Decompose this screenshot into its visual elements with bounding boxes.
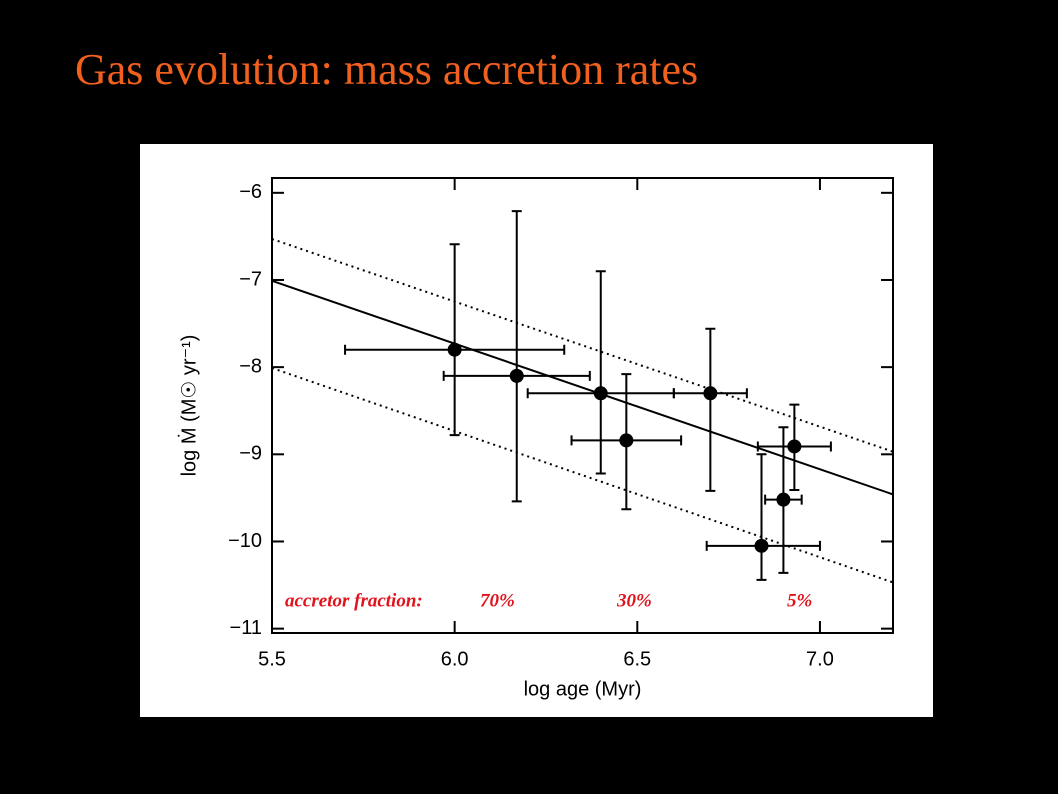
fit-line — [272, 279, 893, 496]
chart: 5.5 6.0 6.5 7.0 −6 −7 −8 −9 −10 −11 log age (Myr) l… — [140, 144, 933, 717]
slide-title: Gas evolution: mass accretion rates — [75, 45, 699, 94]
data-point — [447, 342, 462, 357]
y-error-bar — [449, 243, 460, 437]
annotation: 5% — [787, 590, 812, 611]
plot-frame — [271, 177, 894, 634]
x-tick-label: 6.0 — [441, 648, 469, 670]
x-tick-label: 5.5 — [258, 648, 286, 670]
data-point — [593, 386, 608, 401]
data-point — [619, 433, 634, 448]
y-tick-label: −9 — [239, 443, 262, 465]
data-point — [776, 492, 791, 507]
annotation: 70% — [480, 590, 515, 611]
y-tick-label: −7 — [239, 268, 262, 290]
data-point — [509, 368, 524, 383]
x-tick-label: 7.0 — [806, 648, 834, 670]
data-point — [703, 386, 718, 401]
y-tick-label: −11 — [230, 617, 262, 639]
x-axis-label: log age (Myr) — [524, 678, 642, 700]
y-tick-label: −8 — [239, 355, 262, 377]
y-axis-label: log Ṁ (M☉ yr⁻¹) — [177, 335, 200, 477]
y-tick-label: −6 — [239, 181, 262, 203]
y-tick-label: −10 — [228, 530, 262, 552]
data-point — [787, 439, 802, 454]
x-tick-label: 6.5 — [623, 648, 651, 670]
y-error-bar — [511, 210, 522, 503]
annotation: accretor fraction: — [285, 590, 423, 611]
dotted-line — [272, 238, 893, 453]
data-point — [754, 538, 769, 553]
y-error-bar — [756, 453, 767, 581]
annotation: 30% — [616, 590, 652, 611]
y-error-bar — [705, 327, 716, 492]
